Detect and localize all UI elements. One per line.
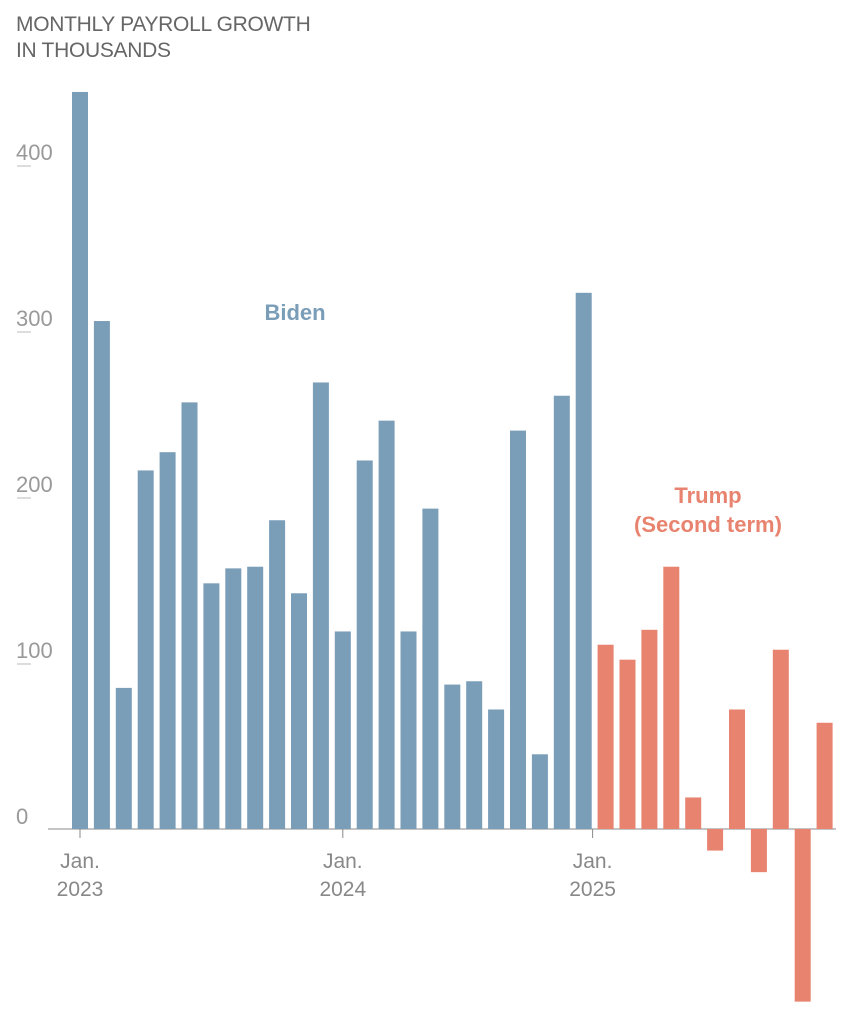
series-label-trump-line1: Trump [674, 483, 741, 508]
series-label-biden: Biden [264, 300, 325, 325]
bar-biden [531, 754, 548, 829]
bar-biden [422, 508, 439, 829]
bar-biden [312, 382, 329, 829]
x-tick-year: 2023 [57, 878, 104, 901]
bar-biden [93, 321, 110, 829]
bar-trump [685, 797, 702, 829]
bar-trump [707, 829, 724, 851]
bar-trump [641, 629, 658, 829]
bar-biden [510, 430, 526, 829]
bar-biden [466, 681, 483, 829]
x-tick-month: Jan. [323, 850, 363, 873]
bar-trump [750, 829, 767, 873]
bar-biden [400, 631, 417, 829]
x-tick-month: Jan. [60, 850, 100, 873]
bar-biden [378, 420, 395, 829]
bar-trump [772, 649, 789, 829]
chart-title: MONTHLY PAYROLL GROWTH IN THOUSANDS [16, 12, 311, 64]
bar-trump [794, 829, 811, 1002]
y-tick-label: 200 [16, 472, 53, 497]
bar-biden [291, 593, 307, 829]
bar-biden [181, 402, 198, 829]
bar-trump [663, 566, 680, 829]
bar-biden [72, 91, 88, 829]
y-tick-label: 400 [16, 140, 53, 165]
subtitle-line: IN THOUSANDS [16, 39, 171, 62]
y-tick-label: 100 [16, 638, 53, 663]
bar-trump [816, 722, 833, 829]
bar-biden [115, 687, 132, 829]
bar-biden [575, 292, 592, 829]
y-tick-label: 300 [16, 306, 53, 331]
bar-biden [247, 566, 264, 829]
bar-trump [597, 644, 614, 829]
title-line: MONTHLY PAYROLL GROWTH [16, 13, 311, 36]
series-label-trump-line2: (Second term) [634, 512, 782, 537]
bar-biden [269, 520, 286, 829]
bar-biden [159, 452, 176, 829]
x-tick-year: 2024 [319, 878, 366, 901]
bar-biden [334, 631, 351, 829]
bar-biden [444, 684, 461, 829]
bar-biden [553, 395, 570, 829]
bar-biden [225, 568, 242, 829]
bar-trump [619, 659, 636, 829]
bar-biden [137, 470, 154, 829]
x-tick-month: Jan. [573, 850, 613, 873]
bar-biden [203, 583, 220, 829]
bar-biden [488, 709, 505, 829]
bar-biden [356, 460, 373, 829]
bar-trump [729, 709, 745, 829]
x-tick-year: 2025 [569, 878, 616, 901]
y-tick-label: 0 [16, 804, 28, 829]
